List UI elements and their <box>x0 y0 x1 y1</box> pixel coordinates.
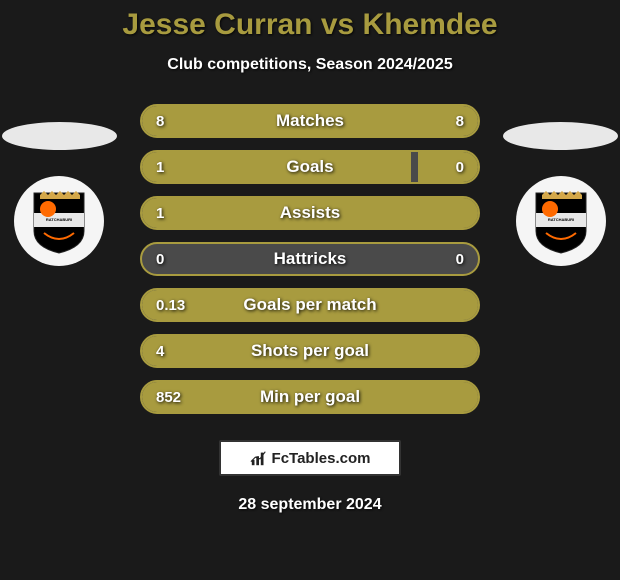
stats-list: 8Matches81Goals01Assists0Hattricks00.13G… <box>140 104 480 414</box>
date-label: 28 september 2024 <box>0 496 620 514</box>
stat-row: 852Min per goal <box>140 380 480 414</box>
stat-label: Shots per goal <box>142 341 478 361</box>
player-left-ellipse <box>2 122 117 150</box>
shield-icon: RATCHABURI <box>532 187 590 255</box>
brand-label: FcTables.com <box>272 450 371 467</box>
stat-row: 1Assists <box>140 196 480 230</box>
stat-label: Goals per match <box>142 295 478 315</box>
stat-label: Matches <box>142 111 478 131</box>
brand-box[interactable]: FcTables.com <box>219 440 401 476</box>
chart-bars-icon <box>250 449 268 467</box>
stat-row: 1Goals0 <box>140 150 480 184</box>
svg-text:RATCHABURI: RATCHABURI <box>548 217 574 222</box>
stat-value-right: 0 <box>456 251 464 268</box>
stat-label: Min per goal <box>142 387 478 407</box>
stat-value-right: 8 <box>456 113 464 130</box>
stat-row: 4Shots per goal <box>140 334 480 368</box>
main-container: Jesse Curran vs Khemdee Club competition… <box>0 0 620 580</box>
stat-label: Goals <box>142 157 478 177</box>
club-logo-left: RATCHABURI <box>14 176 104 266</box>
stat-label: Assists <box>142 203 478 223</box>
stat-row: 8Matches8 <box>140 104 480 138</box>
shield-icon: RATCHABURI <box>30 187 88 255</box>
page-subtitle: Club competitions, Season 2024/2025 <box>0 56 620 74</box>
stat-label: Hattricks <box>142 249 478 269</box>
player-right-ellipse <box>503 122 618 150</box>
stat-row: 0Hattricks0 <box>140 242 480 276</box>
stat-value-right: 0 <box>456 159 464 176</box>
club-logo-right: RATCHABURI <box>516 176 606 266</box>
stat-row: 0.13Goals per match <box>140 288 480 322</box>
svg-text:RATCHABURI: RATCHABURI <box>46 217 72 222</box>
page-title: Jesse Curran vs Khemdee <box>0 8 620 42</box>
